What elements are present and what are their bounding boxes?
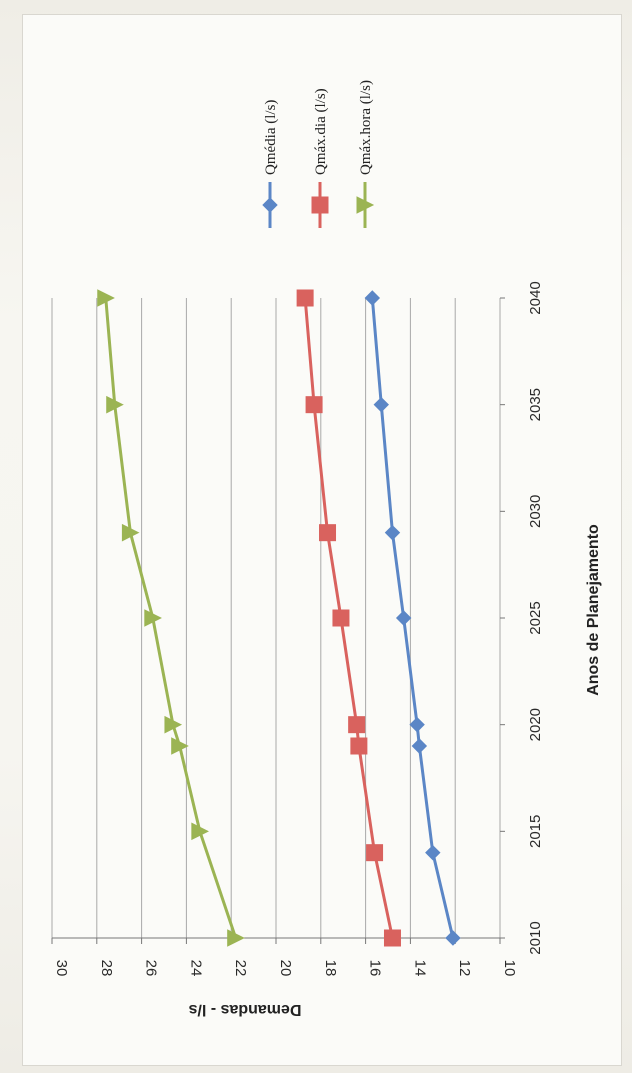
gridlines (51, 298, 501, 944)
y-tick-label: 18 (322, 960, 339, 977)
x-tick-label: 2040 (527, 281, 544, 314)
x-axis-title: Anos de Planejamento (585, 524, 602, 696)
x-tick-labels: 2010 2015 2020 2025 2030 2035 2040 (527, 281, 544, 954)
data-point-square (350, 737, 368, 755)
y-tick-label: 22 (232, 960, 249, 977)
data-point-diamond (364, 290, 381, 306)
y-tick-label: 30 (53, 960, 70, 977)
data-point-triangle (106, 395, 124, 414)
data-point-square (305, 396, 323, 414)
data-point-square (319, 524, 337, 542)
series-layer (97, 289, 461, 947)
y-tick-label: 26 (143, 960, 160, 977)
y-tick-label: 10 (501, 960, 518, 977)
y-tick-label: 28 (98, 960, 115, 977)
series-line (303, 297, 394, 939)
data-point-diamond (445, 930, 461, 946)
y-tick-label: 20 (277, 960, 294, 977)
series (97, 289, 245, 947)
data-point-diamond (425, 844, 441, 861)
series-line (104, 297, 238, 939)
data-point-diamond (373, 396, 389, 413)
series (364, 290, 461, 946)
y-tick-label: 14 (411, 960, 428, 977)
data-point-triangle (171, 737, 189, 755)
plot-borders (52, 297, 505, 939)
data-point-diamond (411, 738, 428, 754)
data-point-square (311, 196, 329, 214)
series-line (370, 297, 455, 939)
x-tick-label: 2035 (527, 388, 544, 421)
y-axis-title: Demandas - l/s (188, 1001, 301, 1018)
x-tick-label: 2020 (527, 708, 544, 741)
x-tick-label: 2010 (527, 921, 544, 954)
legend-label: Qmédia (l/s) (263, 100, 279, 175)
legend-entry: Qmáx.dia (l/s) (311, 88, 329, 228)
y-tick-label: 24 (187, 960, 204, 977)
x-tick-label: 2025 (527, 601, 544, 634)
y-tick-label: 12 (456, 960, 473, 977)
legend: Qmédia (l/s) Qmáx.dia (l/s) Qmáx.hora (l/s… (262, 80, 375, 228)
series (296, 289, 401, 947)
data-point-diamond (395, 610, 412, 626)
legend-label: Qmáx.hora (l/s) (358, 80, 374, 175)
legend-label: Qmáx.dia (l/s) (313, 88, 329, 175)
data-point-square (332, 609, 350, 627)
data-point-triangle (227, 929, 245, 947)
data-point-diamond (384, 524, 401, 541)
y-tick-label: 16 (367, 960, 384, 977)
data-point-square (348, 716, 366, 734)
legend-entry: Qmáx.hora (l/s) (356, 80, 375, 228)
data-point-triangle (144, 609, 162, 627)
data-point-triangle (164, 715, 183, 734)
data-point-square (296, 289, 314, 307)
data-point-square (366, 844, 384, 862)
x-tick-label: 2030 (527, 495, 544, 528)
data-point-diamond (262, 197, 278, 213)
data-point-triangle (191, 822, 209, 841)
data-point-triangle (121, 523, 140, 542)
data-point-triangle (97, 289, 115, 307)
y-tick-labels: 10 12 14 16 18 20 22 24 26 28 30 (53, 960, 518, 977)
data-point-square (383, 929, 401, 947)
x-tick-label: 2015 (527, 815, 544, 848)
legend-entry: Qmédia (l/s) (262, 100, 279, 228)
data-point-triangle (356, 196, 375, 214)
data-point-diamond (409, 716, 425, 733)
